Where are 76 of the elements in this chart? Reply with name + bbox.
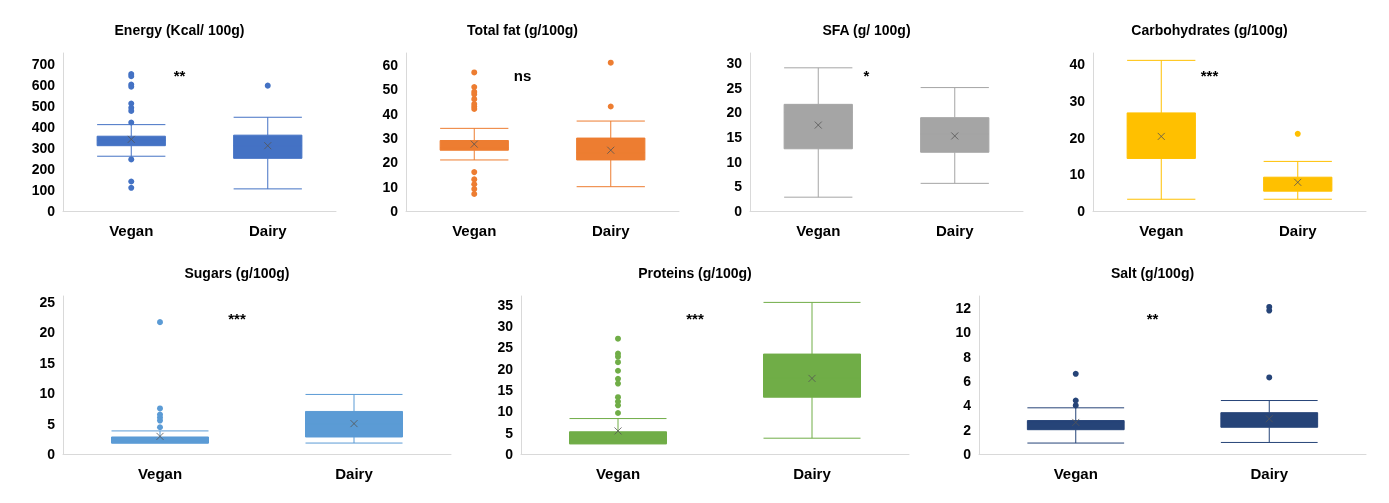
annotation: ** [1146, 310, 1159, 327]
x-tick-label: Vegan [1053, 465, 1098, 482]
x-tick-label: Vegan [452, 222, 497, 239]
x-tick-label: Dairy [1278, 222, 1317, 239]
x-tick-label: Vegan [137, 465, 183, 482]
x-tick-label: Dairy [592, 222, 631, 239]
y-tick-label: 10 [497, 403, 514, 420]
y-tick-label: 30 [1069, 92, 1085, 109]
y-tick-label: 40 [1069, 56, 1085, 73]
chart-title: Total fat (g/100g) [467, 22, 579, 38]
y-tick-label: 0 [47, 203, 56, 219]
y-tick-label: 20 [382, 154, 399, 171]
y-tick-label: 25 [497, 339, 514, 356]
chart-title: Carbohydrates (g/100g) [1131, 22, 1288, 38]
y-tick-label: 10 [955, 324, 972, 341]
y-tick-label: 400 [31, 118, 56, 135]
x-tick-label: Dairy [1250, 465, 1289, 482]
y-tick-label: 10 [1069, 166, 1085, 183]
y-tick-label: 500 [31, 97, 56, 114]
y-tick-label: 4 [963, 397, 972, 414]
x-tick-label: Dairy [793, 465, 832, 482]
x-tick-label: Vegan [595, 465, 641, 482]
y-tick-label: 6 [963, 373, 972, 390]
y-tick-label: 10 [39, 385, 56, 402]
y-tick-label: 25 [39, 294, 56, 311]
y-tick-label: 700 [31, 55, 56, 72]
annotation: ns [514, 67, 532, 84]
y-tick-label: 12 [955, 300, 972, 317]
x-tick-label: Dairy [935, 222, 974, 239]
y-tick-label: 20 [497, 360, 514, 377]
y-tick-label: 60 [382, 57, 399, 74]
annotation: *** [228, 310, 246, 327]
y-tick-label: 35 [497, 296, 514, 313]
y-tick-label: 8 [963, 348, 972, 365]
y-tick-label: 5 [733, 178, 742, 195]
chart-title: Proteins (g/100g) [638, 265, 752, 281]
x-tick-label: Vegan [795, 222, 840, 239]
y-tick-label: 100 [31, 181, 56, 198]
y-tick-label: 0 [1076, 203, 1085, 219]
y-tick-label: 30 [497, 317, 514, 334]
x-tick-label: Dairy [248, 222, 288, 239]
y-tick-label: 0 [505, 446, 514, 462]
annotation: *** [686, 310, 704, 327]
annotation: * [863, 67, 870, 84]
y-tick-label: 30 [725, 54, 742, 71]
y-tick-label: 5 [47, 415, 56, 432]
chart-title: SFA (g/ 100g) [821, 22, 911, 38]
x-tick-label: Vegan [109, 222, 154, 239]
y-tick-label: 20 [39, 324, 56, 341]
y-tick-label: 20 [725, 104, 742, 121]
y-tick-label: 0 [47, 446, 56, 462]
y-tick-label: 0 [963, 446, 972, 462]
chart-title: Energy (Kcal/ 100g) [114, 22, 245, 38]
y-tick-label: 50 [382, 81, 399, 98]
y-tick-label: 40 [382, 105, 399, 122]
x-tick-label: Dairy [335, 465, 374, 482]
x-tick-label: Vegan [1138, 222, 1184, 239]
y-tick-label: 0 [390, 203, 399, 219]
annotation: ** [173, 67, 186, 84]
y-tick-label: 200 [31, 160, 56, 177]
y-tick-label: 0 [733, 203, 742, 219]
y-tick-label: 300 [31, 139, 56, 156]
y-tick-label: 600 [31, 76, 56, 93]
y-tick-label: 10 [382, 178, 399, 195]
y-tick-label: 25 [725, 79, 742, 96]
y-tick-label: 2 [963, 421, 972, 438]
y-tick-label: 15 [725, 128, 742, 145]
y-tick-label: 10 [725, 153, 742, 170]
chart-title: Sugars (g/100g) [184, 265, 290, 281]
y-tick-label: 20 [1069, 129, 1085, 146]
y-tick-label: 15 [39, 354, 56, 371]
y-tick-label: 15 [497, 381, 514, 398]
y-tick-label: 5 [505, 424, 514, 441]
annotation: *** [1200, 67, 1219, 84]
y-tick-label: 30 [382, 130, 399, 147]
chart-title: Salt (g/100g) [1110, 265, 1195, 281]
